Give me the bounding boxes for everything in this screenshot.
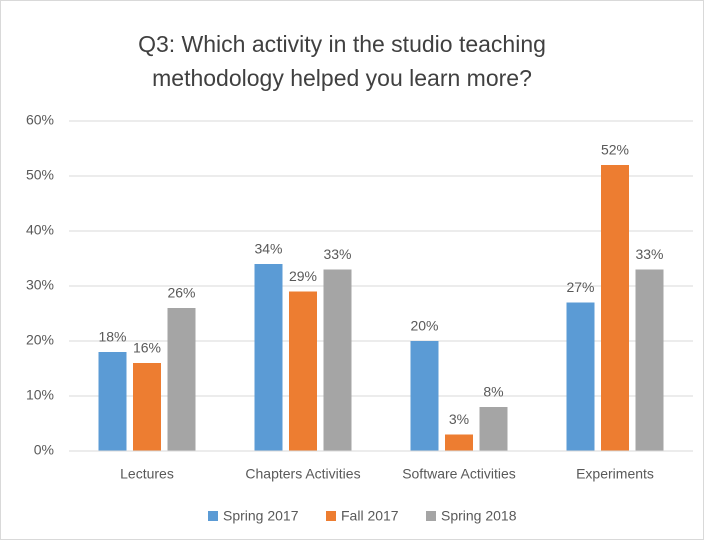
data-label: 52%: [601, 142, 629, 158]
y-tick-label: 50%: [26, 167, 54, 183]
data-label: 29%: [289, 268, 317, 284]
bar: [98, 352, 127, 451]
x-tick-label: Lectures: [120, 466, 174, 482]
bar: [133, 363, 161, 451]
bar: [479, 407, 508, 451]
data-label: 20%: [410, 318, 438, 334]
y-tick-label: 40%: [26, 222, 54, 238]
data-label: 33%: [635, 246, 663, 262]
data-label: 18%: [98, 329, 126, 345]
data-label: 3%: [449, 411, 469, 427]
legend-swatch: [208, 511, 218, 521]
data-label: 8%: [483, 384, 503, 400]
bar: [167, 308, 196, 451]
bar: [566, 302, 595, 451]
x-tick-label: Chapters Activities: [245, 466, 360, 482]
bar: [410, 341, 439, 451]
y-tick-label: 30%: [26, 277, 54, 293]
legend-label: Spring 2017: [223, 508, 299, 524]
y-tick-label: 20%: [26, 332, 54, 348]
x-tick-label: Experiments: [576, 466, 654, 482]
data-label: 27%: [566, 279, 594, 295]
data-label: 26%: [167, 285, 195, 301]
bar: [289, 291, 317, 451]
bar: [635, 269, 664, 451]
x-tick-label: Software Activities: [402, 466, 516, 482]
bar: [323, 269, 352, 451]
bar: [254, 264, 283, 451]
legend-swatch: [426, 511, 436, 521]
y-tick-label: 10%: [26, 387, 54, 403]
bar: [445, 434, 473, 451]
y-tick-label: 0%: [34, 442, 54, 458]
data-label: 16%: [133, 340, 161, 356]
legend-swatch: [326, 511, 336, 521]
legend-label: Spring 2018: [441, 508, 517, 524]
chart-title: methodology helped you learn more?: [152, 65, 532, 91]
legend-label: Fall 2017: [341, 508, 399, 524]
data-label: 33%: [323, 246, 351, 262]
data-label: 34%: [254, 241, 282, 257]
y-tick-label: 60%: [26, 112, 54, 128]
chart-title: Q3: Which activity in the studio teachin…: [138, 31, 546, 57]
bar: [601, 165, 629, 451]
